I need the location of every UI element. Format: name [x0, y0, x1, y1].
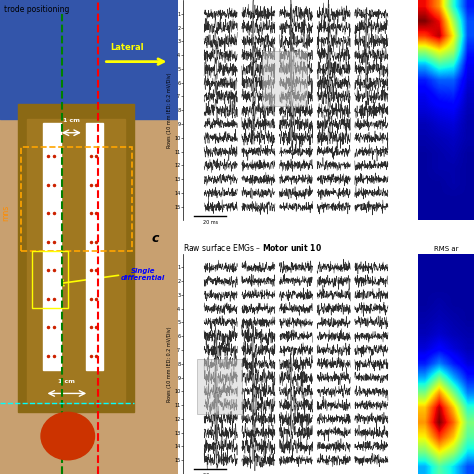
- Bar: [21, 147, 132, 251]
- Text: 20 ms: 20 ms: [202, 219, 218, 225]
- Text: 1 cm: 1 cm: [63, 118, 80, 123]
- Bar: [43, 123, 61, 370]
- Bar: [262, 51, 307, 106]
- Ellipse shape: [41, 412, 94, 460]
- Text: trode positioning: trode positioning: [4, 5, 69, 14]
- Y-axis label: Rows (10 mm IED; 0.2 mV/Div): Rows (10 mm IED; 0.2 mV/Div): [167, 326, 172, 401]
- Bar: [86, 123, 103, 370]
- Text: 1 cm: 1 cm: [57, 379, 74, 384]
- Bar: [18, 104, 134, 412]
- Bar: [32, 251, 68, 308]
- Text: mns: mns: [1, 205, 10, 221]
- Y-axis label: Rows (10 mm IED; 0.2 mV/Div): Rows (10 mm IED; 0.2 mV/Div): [167, 73, 172, 148]
- Bar: [197, 359, 242, 414]
- Text: 20 ms: 20 ms: [202, 473, 218, 474]
- Text: Raw surface EMGs – $\bf{Motor\ unit\ 10}$: Raw surface EMGs – $\bf{Motor\ unit\ 10}…: [183, 242, 322, 253]
- Title: RMS ar: RMS ar: [434, 246, 458, 252]
- Text: Single
differential: Single differential: [120, 268, 165, 282]
- Text: c: c: [151, 232, 159, 245]
- Bar: [27, 118, 125, 403]
- Bar: [0, 0, 178, 118]
- Text: Lateral: Lateral: [110, 43, 144, 52]
